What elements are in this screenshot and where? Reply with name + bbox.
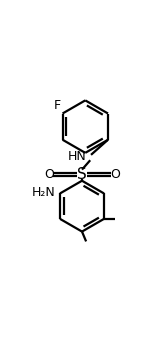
Text: O: O (44, 168, 54, 181)
Text: HN: HN (68, 150, 87, 163)
Text: H₂N: H₂N (31, 186, 55, 199)
Text: O: O (110, 168, 120, 181)
Text: F: F (54, 99, 61, 112)
Text: S: S (77, 167, 87, 182)
